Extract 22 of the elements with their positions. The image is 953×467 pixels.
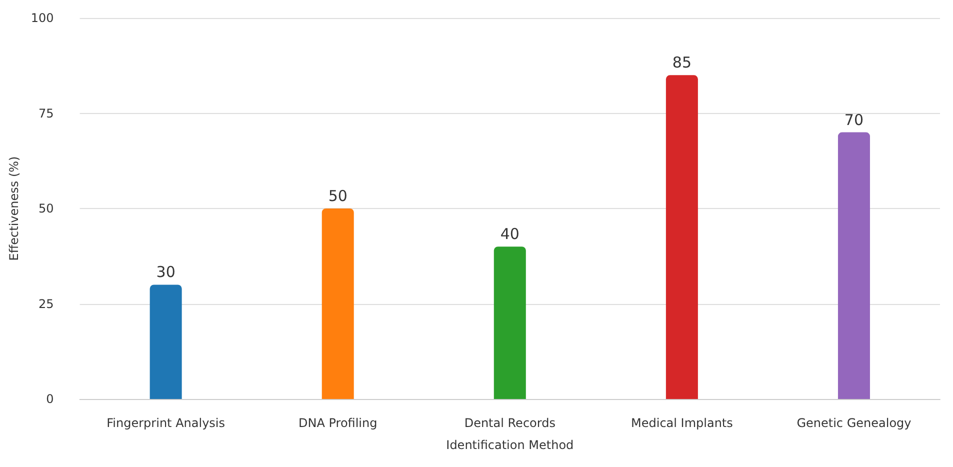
data-label: 70: [844, 110, 864, 129]
bar: [150, 284, 182, 399]
x-axis-title: Identification Method: [446, 438, 574, 452]
bar: [666, 75, 698, 399]
y-tick-label: 75: [38, 106, 54, 120]
bar: [838, 132, 870, 399]
x-tick-label: Genetic Genealogy: [796, 416, 912, 430]
data-label: 50: [328, 187, 348, 205]
y-tick-label: 0: [46, 392, 54, 406]
y-tick-label: 50: [38, 202, 54, 216]
y-tick-label: 100: [30, 11, 54, 25]
x-tick-label: Fingerprint Analysis: [106, 416, 226, 430]
bar: [322, 208, 354, 399]
y-tick-label: 25: [38, 296, 54, 311]
x-tick-label: Medical Implants: [630, 416, 733, 430]
x-tick-label: Dental Records: [464, 416, 556, 430]
data-label: 85: [672, 54, 692, 72]
data-label: 30: [156, 263, 176, 282]
bar: [494, 246, 526, 399]
x-tick-label: DNA Profiling: [298, 416, 378, 430]
y-axis-title: Effectiveness (%): [7, 156, 21, 261]
data-label: 40: [500, 225, 520, 244]
